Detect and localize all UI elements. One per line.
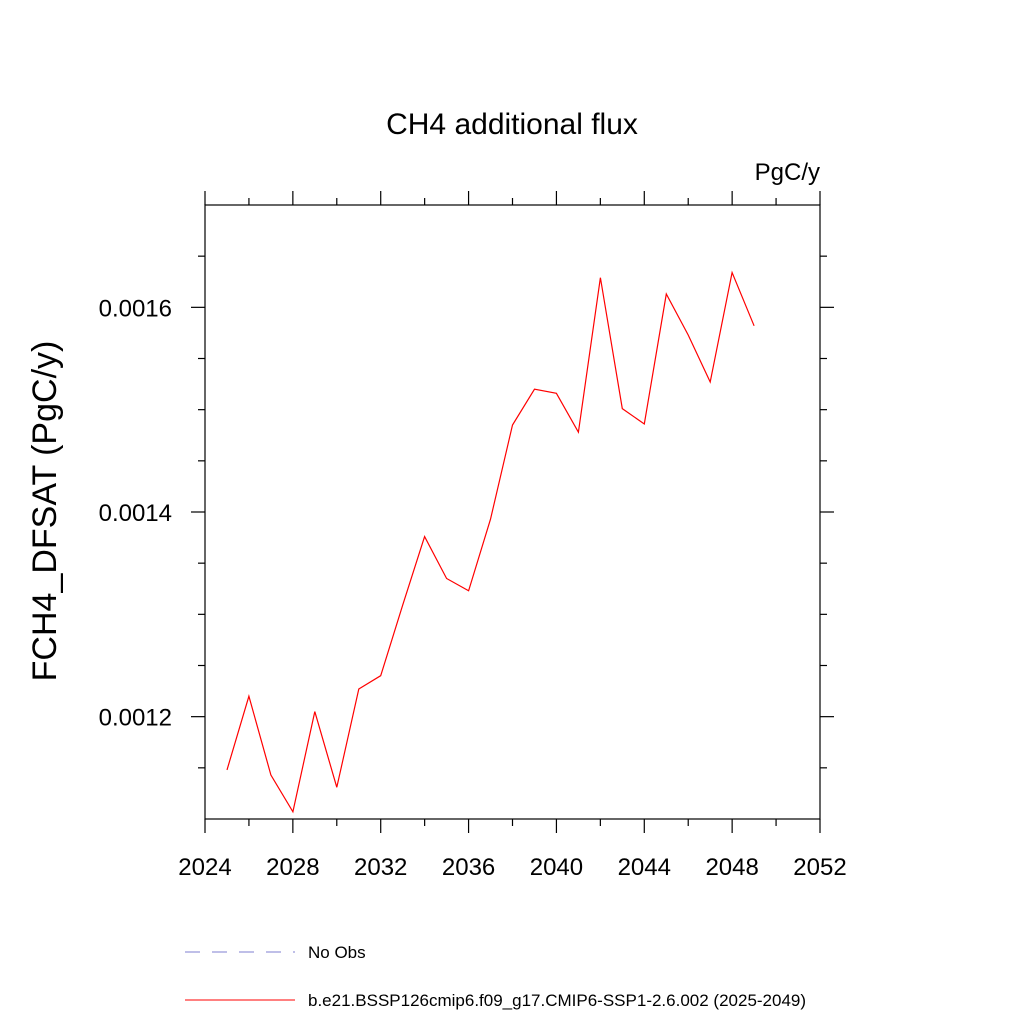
series-line [226, 270, 755, 814]
x-tick-label: 2044 [618, 854, 671, 881]
data-series [226, 270, 755, 814]
axis-tick-labels: 2024 2028 2032 2036 2040 2044 2048 2052 0.0012 0.… [99, 295, 847, 881]
x-tick-label: 2048 [705, 854, 758, 881]
x-tick-label: 2040 [530, 854, 583, 881]
legend-label: No Obs [308, 943, 366, 962]
x-tick-label: 2052 [793, 854, 846, 881]
legend: No Obs b.e21.BSSP126cmip6.f09_g17.CMIP6-S… [185, 943, 806, 1010]
units-label: PgC/y [755, 159, 820, 186]
x-tick-label: 2024 [178, 854, 231, 881]
legend-label: b.e21.BSSP126cmip6.f09_g17.CMIP6-SSP1-2.… [308, 991, 806, 1010]
y-tick-label: 0.0014 [99, 500, 172, 527]
y-axis-label: FCH4_DFSAT (PgC/y) [26, 341, 64, 682]
x-tick-label: 2036 [442, 854, 495, 881]
x-tick-label: 2032 [354, 854, 407, 881]
x-tick-label: 2028 [266, 854, 319, 881]
chart-title: CH4 additional flux [386, 108, 638, 141]
axis-ticks [191, 191, 834, 833]
y-tick-label: 0.0012 [99, 705, 172, 732]
y-tick-label: 0.0016 [99, 295, 172, 322]
